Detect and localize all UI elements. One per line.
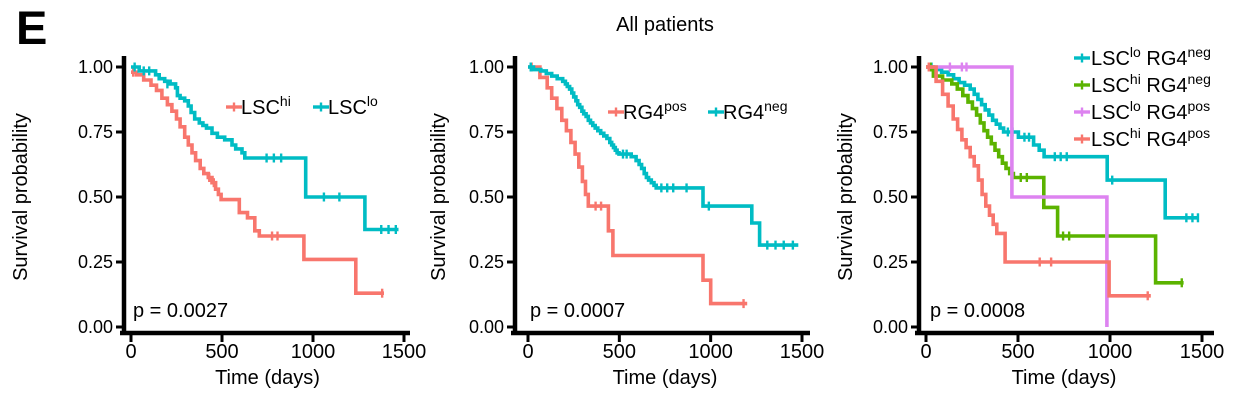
km-curve-lsc-hi-rg4-neg (926, 65, 1184, 285)
legend-label-lsc-lo: LSClo (328, 93, 378, 119)
p-value-label: p = 0.0008 (930, 300, 1025, 322)
x-tick-label: 1000 (688, 341, 733, 363)
y-tick-label: 0.25 (469, 252, 504, 272)
x-tick-label: 1500 (382, 341, 427, 363)
x-tick-label: 0 (920, 341, 931, 363)
y-tick-label: 0.50 (78, 187, 113, 207)
y-tick-label: 0.75 (78, 122, 113, 142)
km-curve-rg4-pos (528, 65, 748, 306)
y-tick-label: 0.25 (873, 252, 908, 272)
y-tick-label: 0.25 (78, 252, 113, 272)
y-tick-label: 0.00 (873, 317, 908, 337)
y-tick-label: 1.00 (78, 57, 113, 77)
y-tick-label: 1.00 (873, 57, 908, 77)
legend: RG4pos RG4neg (608, 98, 787, 124)
km-curve-rg4-neg (528, 65, 799, 247)
x-tick-label: 0 (125, 341, 136, 363)
y-tick-label: 0.50 (873, 187, 908, 207)
km-curve-lsc-lo-rg4-pos (926, 65, 1109, 327)
legend-label-rg4-pos: RG4pos (623, 98, 687, 124)
x-tick-label: 1000 (291, 341, 336, 363)
km-plot-2: 0 500 1000 1500 1.00 0.75 0.50 0.25 0.00 Time (da… (428, 14, 825, 389)
x-tick-label: 500 (205, 341, 238, 363)
p-value-label: p = 0.0027 (133, 300, 228, 322)
panel-label: E (16, 1, 48, 54)
km-curve-lsc-lo-rg4-neg (926, 65, 1199, 220)
legend-label-rg4-neg: RG4neg (723, 98, 787, 124)
km-curve-lsc-hi-rg4-pos (926, 65, 1151, 298)
y-tick-label: 0.00 (78, 317, 113, 337)
legend-label-lsc-hi: LSChi (241, 93, 291, 119)
censor-marks-rg4-neg (529, 62, 795, 250)
legend-label-lsc-lo-rg4-pos: LSClo RG4pos (1091, 98, 1210, 124)
y-axis-title: Survival probability (835, 113, 857, 281)
p-value-label: p = 0.0007 (530, 300, 625, 322)
y-axis-title: Survival probability (10, 113, 32, 281)
x-axis-title: Time (days) (1012, 367, 1117, 389)
x-tick-label: 1500 (780, 341, 825, 363)
censor-marks-lsc-lo (133, 62, 398, 234)
censor-marks-lsc-hi-rg4-pos (927, 62, 1149, 301)
y-tick-label: 0.00 (469, 317, 504, 337)
x-tick-label: 1500 (1180, 341, 1225, 363)
censor-marks-rg4-pos (530, 62, 745, 309)
x-axis-title: Time (days) (613, 367, 718, 389)
censor-marks-lsc-hi (131, 67, 384, 298)
y-tick-label: 0.75 (873, 122, 908, 142)
plot-title: All patients (616, 14, 714, 36)
km-curve-lsc-hi (131, 70, 384, 295)
x-tick-label: 500 (1001, 341, 1034, 363)
y-tick-label: 1.00 (469, 57, 504, 77)
x-tick-label: 500 (603, 341, 636, 363)
y-tick-label: 0.50 (469, 187, 504, 207)
legend-label-lsc-hi-rg4-pos: LSChi RG4pos (1091, 125, 1210, 151)
legend-label-lsc-lo-rg4-neg: LSClo RG4neg (1091, 44, 1211, 70)
x-tick-label: 1000 (1088, 341, 1133, 363)
censor-marks-lsc-lo-rg4-pos (948, 62, 968, 72)
km-curve-lsc-lo (131, 65, 399, 232)
y-axis-title: Survival probability (428, 113, 450, 281)
x-axis-title: Time (days) (215, 367, 320, 389)
censor-marks-lsc-hi-rg4-neg (929, 62, 1183, 288)
legend-label-lsc-hi-rg4-neg: LSChi RG4neg (1091, 71, 1211, 97)
km-plot-1: 0 500 1000 1500 1.00 0.75 0.50 0.25 0.00 Time (da… (10, 56, 426, 389)
km-plot-3: 0 500 1000 1500 1.00 0.75 0.50 0.25 0.00 Time (da… (835, 44, 1225, 389)
y-tick-label: 0.75 (469, 122, 504, 142)
x-tick-label: 0 (522, 341, 533, 363)
legend: LSChi LSClo (226, 93, 378, 119)
